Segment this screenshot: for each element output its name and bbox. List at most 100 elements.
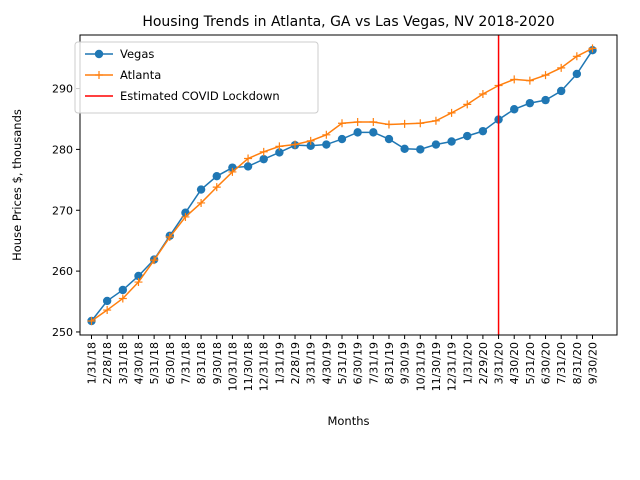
data-point-atlanta	[447, 108, 456, 117]
legend-label: Vegas	[120, 47, 154, 61]
x-axis-label: Months	[327, 414, 369, 428]
data-point-atlanta	[338, 119, 346, 128]
x-tick-label: 7/31/18	[179, 342, 192, 384]
x-tick-label: 4/30/19	[320, 342, 333, 384]
data-point-atlanta	[572, 52, 581, 61]
data-point-atlanta	[463, 100, 472, 109]
x-tick-label: 7/31/19	[367, 342, 380, 384]
x-tick-label: 1/31/18	[86, 342, 99, 384]
data-point-vegas	[118, 285, 128, 295]
data-point-atlanta	[541, 71, 550, 80]
x-tick-label: 8/31/20	[571, 342, 584, 384]
data-point-atlanta	[259, 147, 268, 156]
y-tick-label: 250	[52, 326, 73, 339]
data-point-vegas	[353, 128, 362, 137]
x-tick-label: 12/31/19	[446, 342, 459, 391]
x-axis-ticks: 1/31/18 2/28/18 3/31/18 4/30/18 5/31/18 6/30/…	[86, 335, 600, 391]
x-tick-label: 4/30/20	[508, 342, 521, 384]
x-tick-label: 2/28/18	[101, 342, 114, 384]
data-point-atlanta	[353, 118, 362, 127]
data-point-vegas	[447, 137, 456, 146]
data-point-atlanta	[400, 119, 409, 128]
y-axis-label: House Prices $, thousands	[10, 109, 24, 261]
legend: Vegas Atlanta Estimated COVID Lockdown	[74, 41, 319, 114]
x-tick-label: 5/31/20	[524, 342, 537, 384]
data-point-vegas	[212, 171, 221, 181]
data-point-vegas	[431, 140, 441, 149]
data-point-vegas	[306, 141, 315, 150]
x-tick-label: 3/31/18	[117, 342, 130, 384]
x-tick-label: 5/31/18	[148, 342, 161, 384]
x-tick-label: 8/31/19	[383, 342, 396, 384]
data-point-atlanta	[228, 167, 237, 176]
data-point-vegas	[259, 154, 268, 164]
x-tick-label: 4/30/18	[132, 342, 145, 384]
data-point-vegas	[510, 105, 519, 114]
plot-area	[79, 34, 618, 336]
data-point-vegas	[525, 98, 535, 108]
data-point-atlanta	[103, 306, 112, 315]
data-point-atlanta	[87, 317, 96, 326]
x-tick-label: 12/31/18	[258, 342, 271, 391]
y-tick-label: 280	[52, 143, 73, 156]
data-point-atlanta	[306, 136, 315, 145]
legend-box	[74, 41, 319, 114]
x-tick-label: 5/31/19	[336, 342, 349, 384]
data-point-atlanta	[416, 119, 425, 128]
x-tick-label: 2/28/19	[289, 342, 302, 384]
x-tick-label: 9/30/20	[587, 342, 600, 384]
data-point-vegas	[384, 134, 394, 144]
data-point-vegas	[243, 162, 253, 171]
data-point-atlanta	[212, 183, 221, 192]
data-point-atlanta	[557, 63, 566, 72]
x-tick-label: 2/29/20	[477, 342, 490, 384]
x-tick-label: 9/30/19	[399, 342, 412, 384]
y-tick-label: 260	[52, 265, 73, 278]
x-tick-label: 11/30/18	[242, 342, 255, 391]
x-tick-label: 10/31/18	[226, 342, 239, 391]
data-point-atlanta	[181, 212, 190, 221]
legend-marker	[94, 49, 104, 59]
data-point-atlanta	[118, 294, 127, 303]
x-tick-label: 8/31/18	[195, 342, 208, 384]
axes-frame	[79, 34, 618, 336]
data-point-atlanta	[525, 76, 534, 85]
x-tick-label: 6/30/19	[352, 342, 365, 384]
data-point-vegas	[369, 128, 378, 137]
x-tick-label: 1/31/20	[461, 342, 474, 384]
data-point-atlanta	[197, 198, 206, 207]
data-point-vegas	[572, 69, 582, 79]
data-point-atlanta	[478, 90, 487, 99]
data-point-atlanta	[165, 233, 174, 242]
x-tick-label: 11/30/19	[430, 342, 443, 391]
data-point-vegas	[541, 95, 550, 105]
y-axis-ticks: 250 260 270 280 290	[52, 83, 80, 339]
y-tick-label: 270	[52, 204, 73, 217]
data-point-vegas	[337, 134, 347, 144]
x-tick-label: 7/31/20	[555, 342, 568, 384]
x-tick-label: 10/31/19	[414, 342, 427, 391]
data-point-vegas	[416, 145, 425, 154]
data-point-vegas	[556, 86, 566, 96]
x-tick-label: 3/31/20	[493, 342, 506, 384]
data-point-vegas	[478, 126, 488, 136]
series-layer	[87, 35, 597, 335]
data-point-atlanta	[588, 44, 597, 53]
data-point-vegas	[463, 131, 472, 141]
data-point-atlanta	[322, 130, 331, 139]
data-point-vegas	[275, 148, 284, 157]
chart-title: Housing Trends in Atlanta, GA vs Las Veg…	[142, 14, 554, 30]
data-point-atlanta	[510, 75, 519, 84]
data-point-atlanta	[384, 120, 393, 129]
data-point-atlanta	[275, 142, 284, 151]
data-point-atlanta	[369, 118, 378, 127]
data-point-vegas	[400, 144, 409, 153]
data-point-vegas	[102, 296, 112, 306]
x-tick-label: 9/30/18	[211, 342, 224, 384]
legend-label: Atlanta	[120, 68, 161, 82]
data-point-vegas	[196, 185, 206, 194]
data-point-atlanta	[150, 256, 159, 265]
data-point-atlanta	[244, 154, 253, 163]
data-point-atlanta	[134, 278, 143, 287]
